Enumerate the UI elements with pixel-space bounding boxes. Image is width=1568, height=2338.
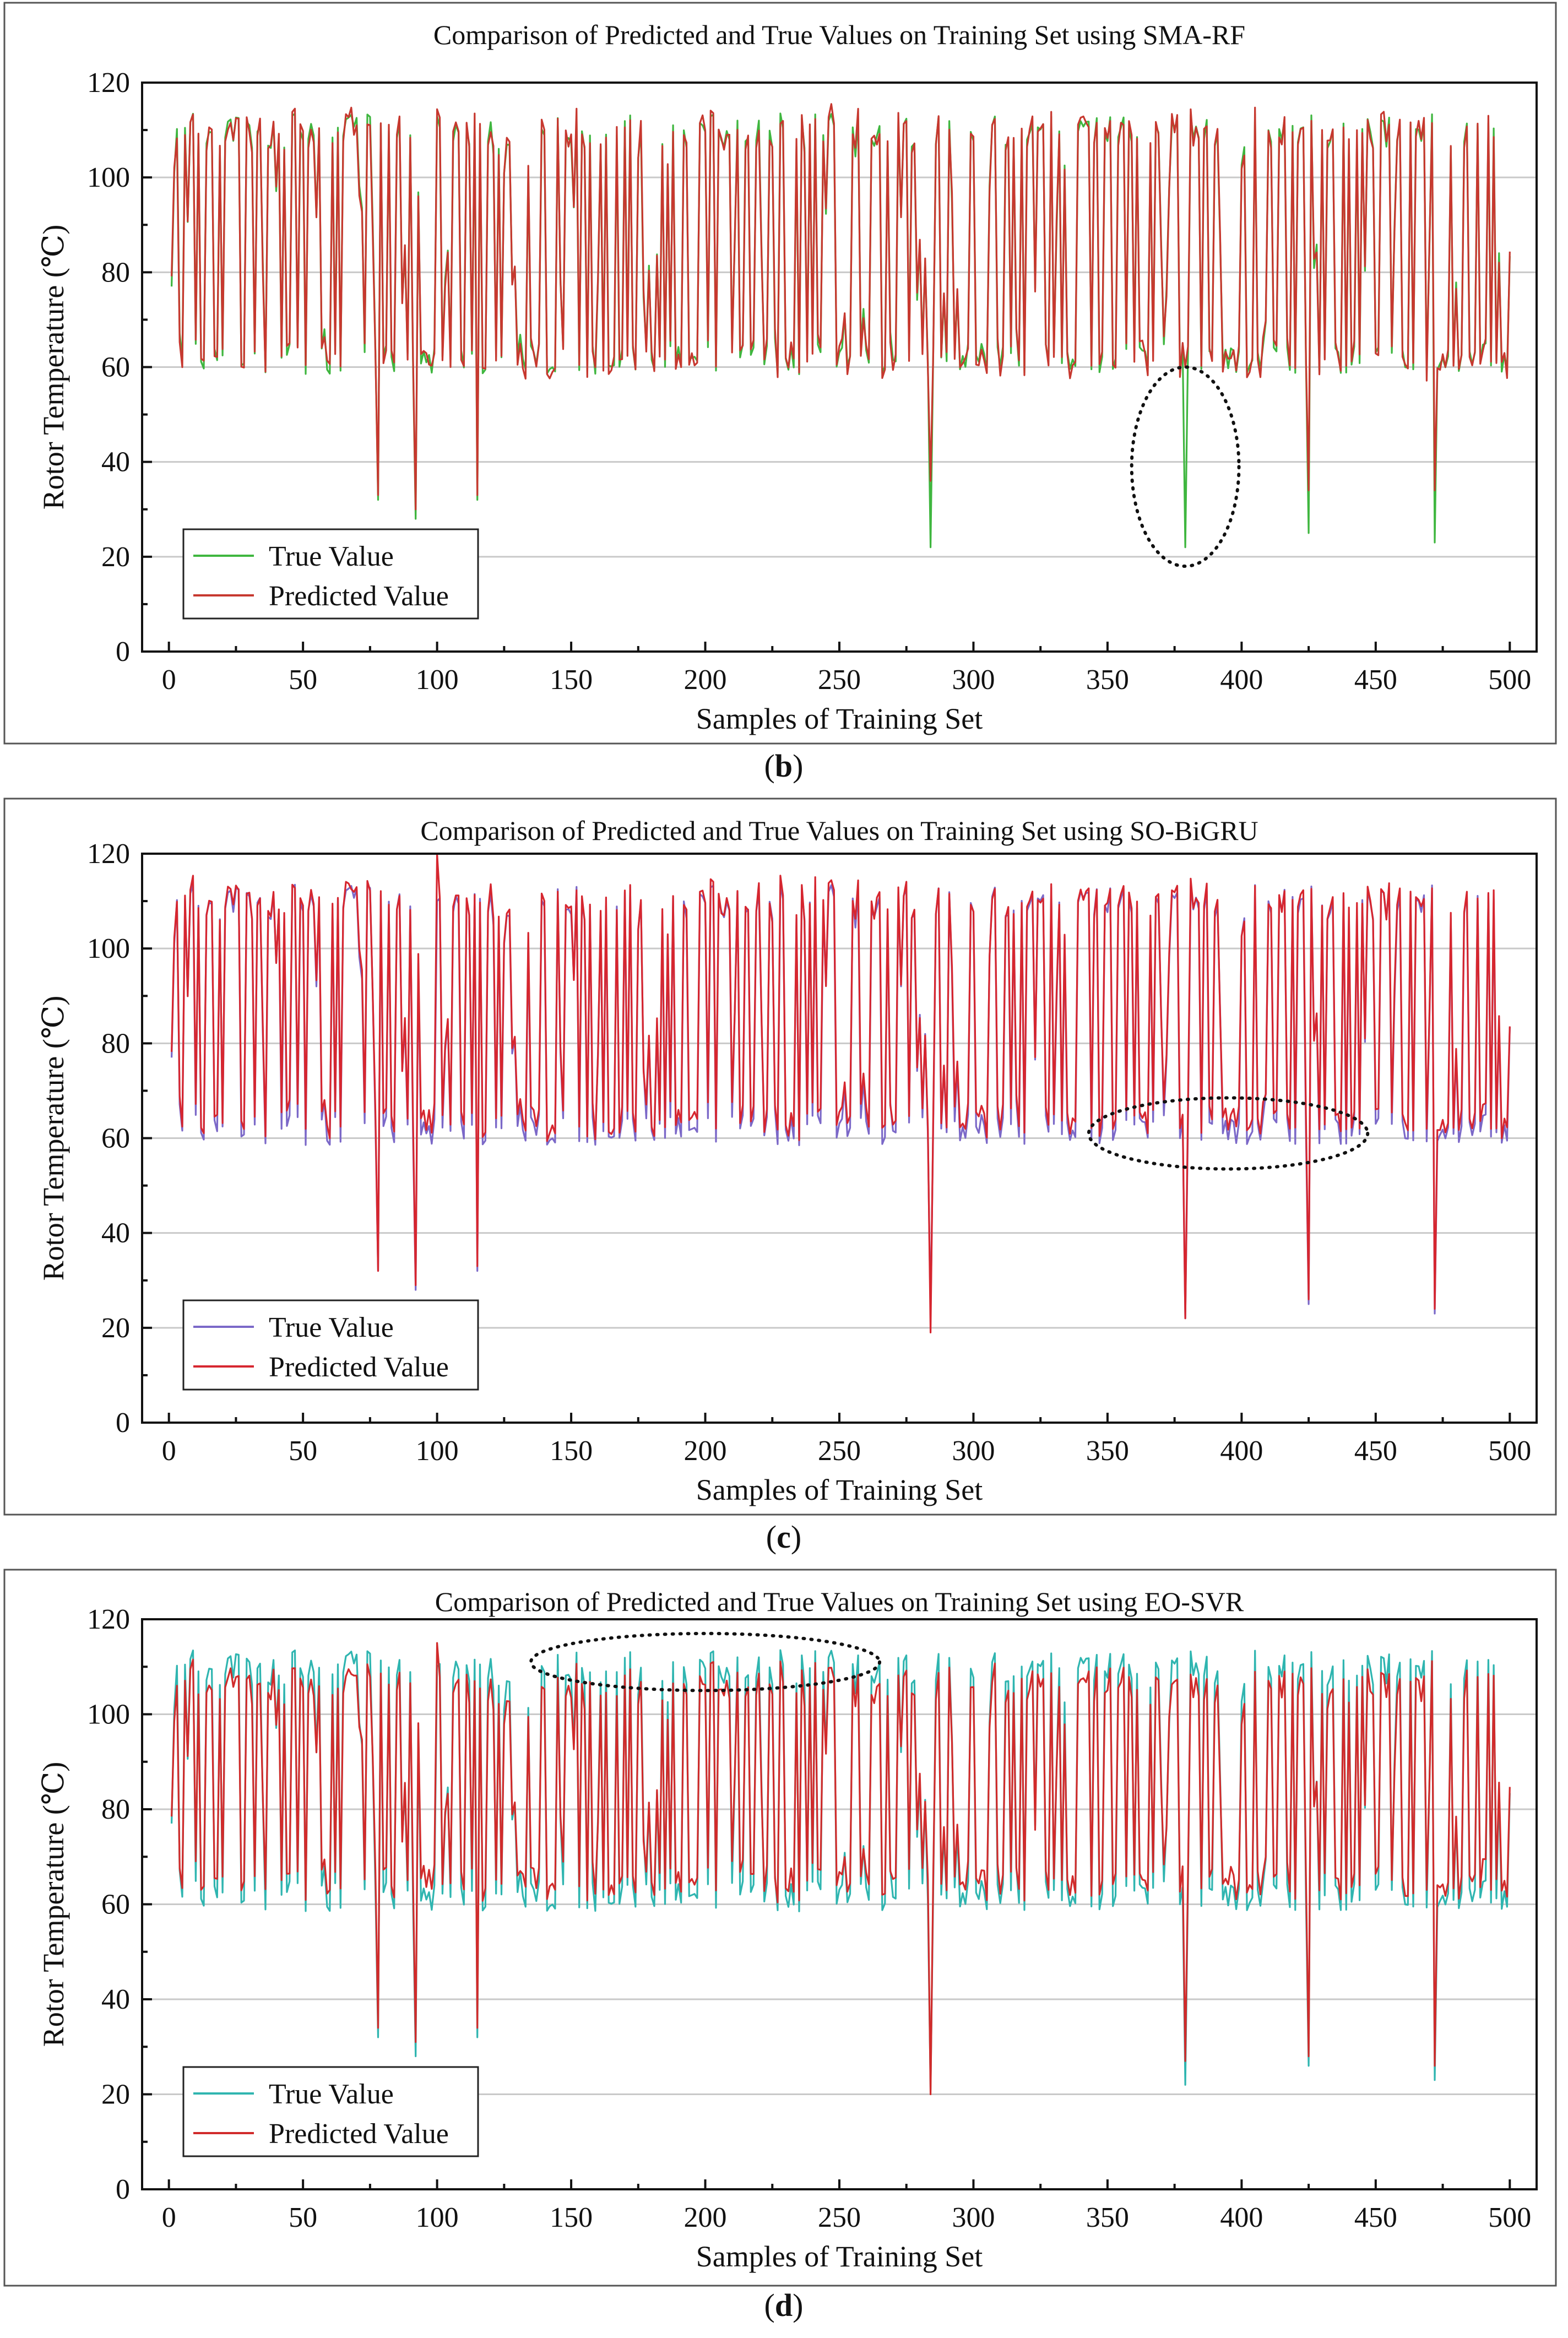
- legend-label-predicted-value: Predicted Value: [269, 2118, 449, 2150]
- x-tick-label: 450: [1354, 664, 1397, 696]
- series-line-predicted-value: [171, 103, 1511, 511]
- series-line-predicted-value: [171, 1642, 1511, 2096]
- x-tick-label: 300: [952, 2202, 995, 2233]
- y-axis-title: Rotor Temperature (℃): [37, 225, 70, 509]
- x-tick-label: 0: [162, 2202, 176, 2233]
- x-tick-label: 200: [684, 664, 727, 696]
- legend-label-true-value: True Value: [269, 2079, 394, 2110]
- x-tick-label: 350: [1086, 664, 1129, 696]
- y-tick-label: 80: [101, 257, 130, 288]
- y-tick-label: 120: [87, 1604, 130, 1635]
- x-tick-label: 500: [1488, 2202, 1531, 2233]
- y-tick-label: 40: [101, 447, 130, 478]
- y-tick-label: 0: [116, 636, 130, 668]
- x-tick-label: 250: [818, 664, 861, 696]
- legend-label-predicted-value: Predicted Value: [269, 1352, 449, 1383]
- x-axis: 0 50 100 150 200 250 300 350 400 450 500: [162, 2179, 1531, 2233]
- x-tick-label: 300: [952, 664, 995, 696]
- chart-panel-d: Comparison of Predicted and True Values …: [3, 1569, 1557, 2323]
- x-tick-label: 400: [1220, 664, 1263, 696]
- legend: True Value Predicted Value: [182, 2066, 479, 2157]
- legend-box: [182, 2066, 479, 2157]
- x-tick-label: 250: [818, 2202, 861, 2233]
- y-tick-label: 0: [116, 1407, 130, 1439]
- y-tick-label: 80: [101, 1794, 130, 1825]
- chart-title: Comparison of Predicted and True Values …: [435, 1586, 1244, 1617]
- chart-title: Comparison of Predicted and True Values …: [433, 19, 1245, 50]
- legend: True Value Predicted Value: [182, 528, 479, 620]
- x-tick-label: 0: [162, 664, 176, 696]
- legend-label-true-value: True Value: [269, 541, 394, 572]
- highlight-ellipse: [1130, 365, 1241, 568]
- chart-title: Comparison of Predicted and True Values …: [420, 815, 1258, 846]
- panel-caption: (b): [764, 748, 804, 784]
- legend-label-predicted-value: Predicted Value: [269, 581, 449, 612]
- y-axis-title: Rotor Temperature (℃): [37, 1762, 70, 2047]
- y-axis: 0 20 40 60 80 100 120: [87, 838, 152, 1439]
- x-tick-label: 150: [550, 664, 593, 696]
- x-tick-label: 500: [1488, 1435, 1531, 1467]
- legend: True Value Predicted Value: [182, 1299, 479, 1391]
- x-tick-label: 100: [416, 664, 459, 696]
- x-axis-title: Samples of Training Set: [696, 2240, 983, 2273]
- x-tick-label: 350: [1086, 1435, 1129, 1467]
- x-axis-title: Samples of Training Set: [696, 702, 983, 735]
- y-tick-label: 0: [116, 2174, 130, 2205]
- series-line-predicted-value: [171, 853, 1511, 1333]
- x-tick-label: 200: [684, 2202, 727, 2233]
- y-tick-label: 20: [101, 2079, 130, 2111]
- x-tick-label: 150: [550, 2202, 593, 2233]
- y-tick-label: 80: [101, 1028, 130, 1059]
- x-tick-label: 500: [1488, 664, 1531, 696]
- x-tick-label: 50: [289, 2202, 317, 2233]
- y-axis: 0 20 40 60 80 100 120: [87, 1604, 152, 2205]
- legend-box: [182, 528, 479, 620]
- panel-caption: (c): [766, 1519, 801, 1555]
- legend-label-true-value: True Value: [269, 1312, 394, 1343]
- series-group: [171, 1642, 1511, 2096]
- x-tick-label: 250: [818, 1435, 861, 1467]
- x-tick-label: 100: [416, 2202, 459, 2233]
- x-tick-label: 450: [1354, 2202, 1397, 2233]
- y-tick-label: 60: [101, 1889, 130, 1921]
- panel-caption: (d): [764, 2287, 804, 2323]
- chart-panel-c: Comparison of Predicted and True Values …: [3, 798, 1557, 1555]
- x-tick-label: 350: [1086, 2202, 1129, 2233]
- highlight-ellipse: [1087, 1096, 1370, 1171]
- y-tick-label: 120: [87, 838, 130, 870]
- y-tick-label: 20: [101, 1312, 130, 1344]
- legend-box: [182, 1299, 479, 1391]
- x-tick-label: 450: [1354, 1435, 1397, 1467]
- x-tick-label: 50: [289, 664, 317, 696]
- y-tick-label: 40: [101, 1218, 130, 1249]
- y-tick-label: 20: [101, 541, 130, 573]
- y-tick-label: 40: [101, 1984, 130, 2015]
- x-tick-label: 150: [550, 1435, 593, 1467]
- y-tick-label: 120: [87, 67, 130, 99]
- x-axis-title: Samples of Training Set: [696, 1473, 983, 1506]
- series-group: [171, 103, 1511, 549]
- x-tick-label: 400: [1220, 1435, 1263, 1467]
- chart-panel-b: Comparison of Predicted and True Values …: [3, 2, 1557, 784]
- x-axis: 0 50 100 150 200 250 300 350 400 450 500: [162, 1413, 1531, 1467]
- y-tick-label: 100: [87, 933, 130, 964]
- x-tick-label: 0: [162, 1435, 176, 1467]
- x-tick-label: 100: [416, 1435, 459, 1467]
- y-tick-label: 60: [101, 1123, 130, 1154]
- x-axis: 0 50 100 150 200 250 300 350 400 450 500: [162, 642, 1531, 696]
- y-tick-label: 100: [87, 1699, 130, 1731]
- highlight-ellipse: [529, 1631, 882, 1693]
- x-tick-label: 300: [952, 1435, 995, 1467]
- series-group: [171, 853, 1511, 1333]
- x-tick-label: 50: [289, 1435, 317, 1467]
- x-tick-label: 400: [1220, 2202, 1263, 2233]
- y-axis: 0 20 40 60 80 100 120: [87, 67, 152, 668]
- y-axis-title: Rotor Temperature (℃): [37, 996, 70, 1281]
- y-tick-label: 60: [101, 352, 130, 383]
- y-tick-label: 100: [87, 162, 130, 193]
- x-tick-label: 200: [684, 1435, 727, 1467]
